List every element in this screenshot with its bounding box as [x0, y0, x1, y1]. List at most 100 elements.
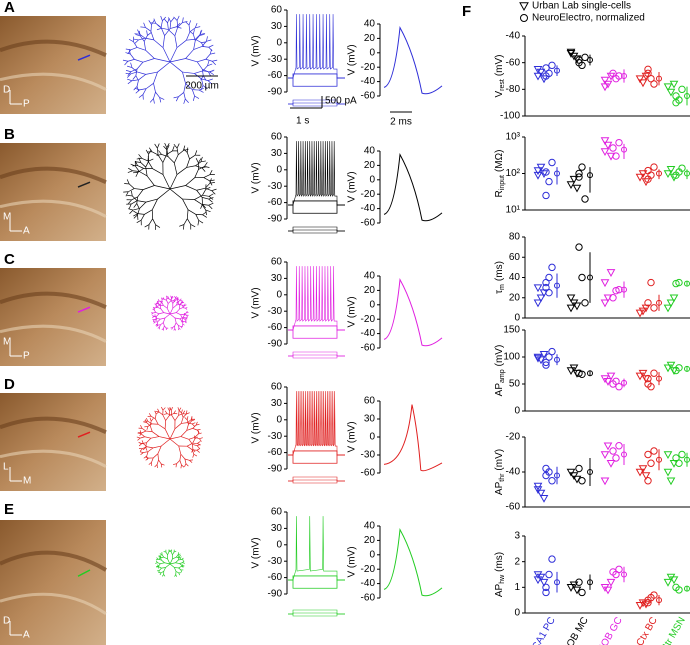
neuron-branch — [157, 143, 160, 149]
neuron-branch — [163, 556, 168, 560]
scatter-point — [536, 163, 546, 172]
neuron-branch — [185, 317, 188, 320]
neuron-branch — [174, 322, 177, 327]
scatter-point — [612, 286, 620, 295]
neuron-branch — [135, 68, 138, 76]
neuron-branch — [192, 428, 198, 431]
y-tick-label: -20 — [506, 432, 521, 443]
neuron-branch — [135, 75, 139, 81]
neuron-branch — [148, 158, 154, 162]
neuron-branch — [176, 312, 181, 316]
scatter-point — [612, 377, 620, 385]
neuron-branch — [127, 80, 133, 85]
neuron-branch — [182, 21, 188, 23]
y-tick-label: -60 — [361, 468, 376, 479]
neuron-branch — [182, 562, 185, 564]
voltage-trace — [288, 14, 345, 79]
orientation-label: M — [23, 476, 31, 487]
neuron-branch — [173, 550, 177, 553]
neuron-branch — [133, 210, 138, 214]
neuron-branch — [159, 97, 162, 103]
neuron-branch — [153, 312, 156, 314]
neuron-branch — [183, 98, 186, 104]
mean-marker — [656, 299, 662, 306]
scatter-point — [644, 477, 652, 485]
neuron-branch — [140, 452, 144, 455]
y-axis-label: V (mV) — [347, 421, 358, 452]
neuron-branch — [176, 148, 179, 155]
neuron-branch — [127, 195, 133, 197]
neuron-branch — [176, 299, 179, 302]
y-tick-label: 0 — [276, 37, 282, 48]
neuron-branch — [166, 295, 169, 298]
y-tick-label: 100 — [503, 352, 520, 363]
neuron-branch — [179, 563, 183, 566]
neuron-branch — [169, 185, 186, 190]
neuron-branch — [186, 412, 190, 415]
neuron-branch — [137, 208, 140, 215]
voltage-trace — [288, 200, 345, 206]
neuron-branch — [163, 574, 166, 577]
y-tick-label: 0 — [514, 406, 520, 417]
y-tick-label: -40 — [506, 31, 521, 42]
neuron-branch — [153, 71, 158, 84]
scatter-point — [672, 279, 680, 288]
group-label: MOB GC — [595, 615, 625, 645]
neuron-branch — [182, 305, 185, 308]
neuron-branch — [156, 459, 159, 465]
neuron-branch — [172, 325, 175, 328]
label-sub: thr — [499, 473, 506, 482]
neuron-branch — [181, 321, 184, 325]
scatter-point — [666, 299, 676, 308]
group-label: Str MSN — [659, 615, 687, 645]
neuron-branch — [157, 154, 164, 163]
scatter-point — [539, 170, 549, 179]
neuron-branch — [154, 143, 158, 149]
current-step — [288, 476, 345, 482]
scatter-point — [542, 358, 550, 367]
neuron-branch — [194, 169, 199, 178]
neuron-branch — [169, 558, 173, 565]
neuron-branch — [197, 443, 201, 446]
neuron-branch — [145, 71, 158, 75]
neuron-branch — [170, 549, 173, 552]
neuron-branch — [143, 443, 148, 448]
neuron-branch — [156, 557, 159, 560]
orientation-label: D — [3, 85, 10, 96]
neuron-branch — [154, 410, 157, 415]
neuron-branch — [169, 313, 176, 319]
y-tick-label: 0 — [276, 539, 282, 550]
neuron-branch — [188, 20, 191, 26]
neuron-branch — [138, 441, 142, 444]
voltage-trace — [288, 77, 345, 87]
neuron-branch — [125, 70, 132, 73]
neuron-branch — [192, 95, 195, 101]
cell-arrow — [77, 306, 91, 313]
scatter-point — [575, 464, 583, 473]
y-tick-label: 0 — [276, 164, 282, 175]
orientation-label: A — [23, 630, 30, 641]
neuron-branch — [180, 417, 184, 424]
scatter-point — [578, 477, 586, 485]
neuron-branch — [196, 445, 200, 449]
scatter-point — [545, 288, 553, 297]
neuron-branch — [140, 26, 146, 28]
neuron-branch — [138, 154, 143, 159]
slice-photo — [0, 520, 106, 645]
neuron-branch — [204, 162, 208, 167]
y-tick-label: 20 — [364, 33, 376, 44]
neuron-branch — [150, 415, 156, 419]
neuron-branch — [195, 26, 201, 29]
neuron-branch — [143, 22, 146, 28]
neuron-branch — [140, 436, 145, 439]
neuron-branch — [208, 202, 214, 206]
neuron-branch — [130, 71, 138, 75]
neuron-branch — [201, 167, 206, 172]
neuron-branch — [169, 26, 177, 29]
neuron-branch — [161, 438, 171, 447]
scatter-point — [638, 170, 648, 179]
scatter-point — [635, 602, 645, 610]
neuron-branch — [139, 33, 146, 39]
neuron-branch — [135, 172, 139, 177]
label-main: AP — [494, 481, 505, 495]
